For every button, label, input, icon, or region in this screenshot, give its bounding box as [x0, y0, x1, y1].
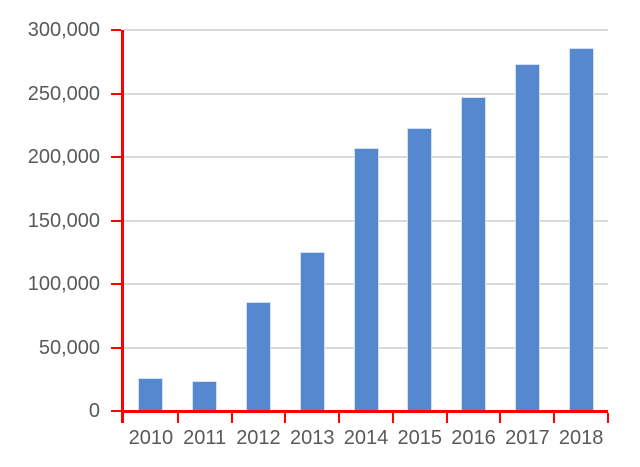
- bar-2016: [461, 97, 487, 411]
- bar-2010: [138, 377, 164, 411]
- y-axis-line: [121, 30, 124, 423]
- x-tick-label-2014: 2014: [343, 427, 389, 449]
- x-tick-label-2017: 2017: [505, 427, 550, 449]
- x-tick-label-2011: 2011: [183, 427, 227, 449]
- bar-2012: [245, 301, 271, 411]
- y-axis-tick-250,000: [111, 92, 121, 95]
- x-axis-tick-8: [553, 413, 556, 423]
- bar-2015: [407, 127, 433, 411]
- gridline-250,000: [124, 92, 608, 95]
- y-axis-tick-200,000: [111, 156, 121, 158]
- gridline-300,000: [124, 29, 608, 31]
- x-axis-tick-3: [284, 413, 287, 423]
- y-axis-tick-0: [111, 410, 121, 412]
- y-axis-tick-150,000: [111, 219, 121, 222]
- y-tick-label-150,000: 150,000: [27, 209, 100, 232]
- x-axis-line: [121, 410, 608, 413]
- x-axis-tick-4: [338, 413, 341, 423]
- bar-2017: [514, 64, 540, 411]
- x-axis-tick-6: [445, 413, 448, 423]
- y-tick-label-200,000: 200,000: [27, 146, 100, 168]
- x-tick-label-2013: 2013: [289, 427, 335, 449]
- y-tick-label-0: 0: [88, 400, 100, 422]
- y-axis-tick-50,000: [111, 346, 121, 349]
- y-tick-label-50,000: 50,000: [38, 336, 100, 359]
- x-tick-label-2018: 2018: [558, 427, 604, 449]
- x-tick-label-2012: 2012: [236, 427, 281, 449]
- x-axis-tick-7: [499, 413, 502, 423]
- x-axis-tick-2: [230, 413, 233, 423]
- y-axis-tick-300,000: [111, 29, 121, 31]
- y-tick-label-250,000: 250,000: [27, 82, 100, 105]
- y-tick-label-100,000: 100,000: [27, 273, 100, 295]
- x-tick-label-2010: 2010: [128, 427, 174, 449]
- x-axis-tick-9: [607, 413, 609, 423]
- bar-2018: [568, 47, 594, 411]
- bar-2014: [353, 148, 379, 411]
- bar-2013: [299, 252, 325, 411]
- y-tick-label-300,000: 300,000: [27, 19, 100, 41]
- x-axis-tick-1: [176, 413, 179, 423]
- x-tick-label-2016: 2016: [451, 427, 496, 449]
- x-axis-tick-5: [391, 413, 394, 423]
- bar-2011: [192, 380, 218, 411]
- y-axis-tick-100,000: [111, 283, 121, 285]
- x-tick-label-2015: 2015: [397, 427, 443, 449]
